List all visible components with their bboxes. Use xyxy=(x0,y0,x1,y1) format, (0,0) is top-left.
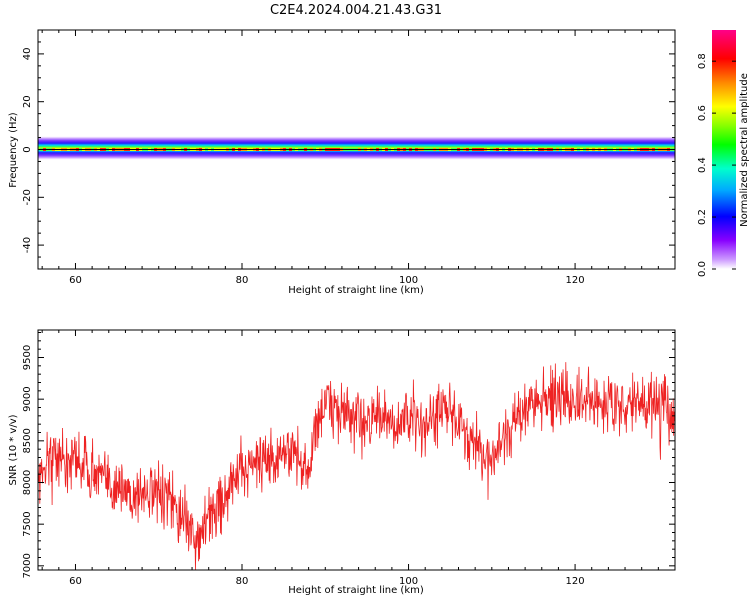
spectrogram-y-tick-labels: 40 20 0 -20 -40 xyxy=(22,48,33,254)
spectrogram-ticks xyxy=(38,29,676,270)
spectrogram-x-axis-label: Height of straight line (km) xyxy=(288,285,424,296)
x-tick-label: 80 xyxy=(236,576,249,587)
snr-x-tick-labels: 60 80 100 120 xyxy=(69,576,585,587)
figure-title: C2E4.2024.004.21.43.G31 xyxy=(270,3,442,18)
colorbar-gradient xyxy=(712,30,736,269)
spectrogram-panel: 60 80 100 120 40 20 0 -20 -40 Height of straigh… xyxy=(8,29,676,296)
x-tick-label: 60 xyxy=(69,576,82,587)
colorbar-tick-label: 0.0 xyxy=(697,261,708,277)
y-tick-label: 8000 xyxy=(22,470,33,495)
colorbar-tick-label: 0.4 xyxy=(697,157,708,173)
x-tick-label: 120 xyxy=(566,275,585,286)
spectral-band-peaks xyxy=(38,148,675,151)
x-tick-label: 100 xyxy=(399,275,418,286)
x-tick-label: 60 xyxy=(69,275,82,286)
y-tick-label: -40 xyxy=(22,237,33,253)
colorbar-label: Normalized spectral amplitude xyxy=(739,73,750,227)
colorbar-tick-label: 0.8 xyxy=(697,53,708,69)
spectrogram-x-tick-labels: 60 80 100 120 xyxy=(69,275,585,286)
y-tick-label: 0 xyxy=(22,146,33,152)
y-tick-label: 9000 xyxy=(22,386,33,411)
x-tick-label: 80 xyxy=(236,275,249,286)
snr-y-axis-label: SNR (10 * v/v) xyxy=(8,414,19,485)
y-tick-label: 8500 xyxy=(22,428,33,453)
snr-y-tick-labels: 7000 7500 8000 8500 9000 9500 xyxy=(22,345,33,579)
y-tick-label: -20 xyxy=(22,189,33,205)
snr-panel: 60 80 100 120 7000 7500 8000 8500 9000 9500 Heig… xyxy=(8,329,676,596)
y-tick-label: 7500 xyxy=(22,511,33,536)
colorbar-tick-label: 0.6 xyxy=(697,105,708,121)
y-tick-label: 9500 xyxy=(22,345,33,370)
colorbar: 0.0 0.2 0.4 0.6 0.8 Normalized spectral ampl… xyxy=(697,30,750,277)
x-tick-label: 120 xyxy=(566,576,585,587)
colorbar-tick-label: 0.2 xyxy=(697,209,708,225)
y-tick-label: 7000 xyxy=(22,553,33,578)
snr-x-axis-label: Height of straight line (km) xyxy=(288,585,424,596)
snr-frame xyxy=(37,329,676,571)
snr-ticks xyxy=(38,330,676,570)
snr-series-line xyxy=(38,362,675,570)
colorbar-ticks: 0.0 0.2 0.4 0.6 0.8 xyxy=(697,53,736,277)
spectrogram-y-axis-label: Frequency (Hz) xyxy=(8,112,19,188)
x-tick-label: 100 xyxy=(399,576,418,587)
y-tick-label: 40 xyxy=(22,48,33,61)
y-tick-label: 20 xyxy=(22,95,33,108)
